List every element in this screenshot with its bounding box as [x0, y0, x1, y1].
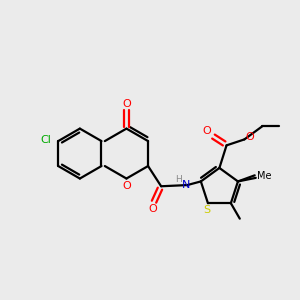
Text: Cl: Cl: [40, 135, 51, 145]
Text: N: N: [182, 180, 190, 190]
Text: S: S: [203, 205, 210, 215]
Text: O: O: [122, 99, 131, 109]
Text: O: O: [122, 181, 131, 191]
Text: H: H: [176, 175, 182, 184]
Text: Me: Me: [257, 171, 271, 181]
Text: O: O: [245, 132, 254, 142]
Text: O: O: [148, 204, 157, 214]
Text: O: O: [202, 126, 211, 136]
